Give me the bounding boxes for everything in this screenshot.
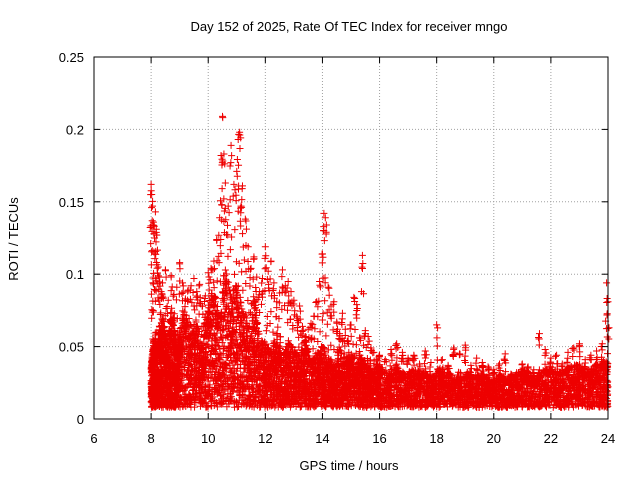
data-points xyxy=(146,112,613,411)
chart-title: Day 152 of 2025, Rate Of TEC Index for r… xyxy=(191,19,508,34)
grid-lines xyxy=(94,57,608,419)
